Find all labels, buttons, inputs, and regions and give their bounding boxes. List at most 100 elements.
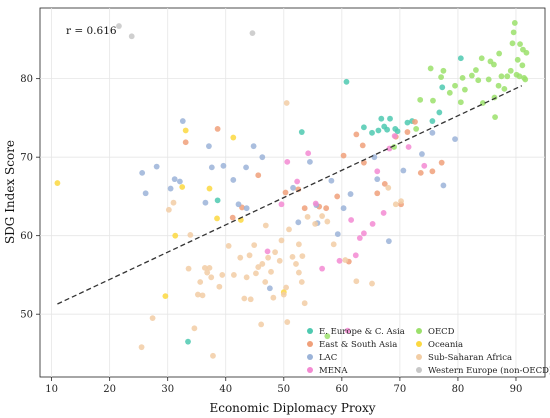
data-point-sub-saharan-africa (299, 253, 306, 259)
data-point-oecd (495, 82, 502, 89)
data-point-sub-saharan-africa (194, 291, 201, 298)
correlation-annotation: r = 0.616 (66, 25, 117, 37)
data-point-sub-saharan-africa (284, 319, 291, 325)
data-point-mena (336, 257, 343, 264)
data-point-sub-saharan-africa (392, 201, 399, 208)
data-point-lac (230, 177, 237, 183)
data-point-sub-saharan-africa (197, 279, 204, 285)
data-point-lac (429, 129, 436, 136)
data-point-lac (419, 151, 425, 157)
data-point-sub-saharan-africa (138, 344, 145, 351)
x-axis-ticks: 10 20 30 40 50 60 70 80 90 (45, 377, 522, 395)
trendline (57, 85, 523, 305)
data-point-mena (284, 158, 291, 165)
data-point-e-europe-c-asia (343, 78, 350, 85)
data-point-sub-saharan-africa (191, 325, 198, 332)
data-point-e-europe-c-asia (384, 126, 391, 133)
legend-marker (416, 354, 422, 360)
x-tick-label: 40 (219, 384, 232, 395)
data-point-sub-saharan-africa (342, 257, 349, 263)
legend-label: Western Europe (non-OECD) (428, 365, 550, 376)
data-point-lac (142, 190, 149, 197)
data-point-oecd (478, 55, 485, 62)
data-point-east-south-asia (229, 214, 236, 221)
data-point-sub-saharan-africa (259, 261, 266, 267)
data-point-e-europe-c-asia (375, 127, 382, 134)
data-point-oecd (510, 29, 517, 36)
data-point-oceania (54, 180, 61, 186)
data-point-sub-saharan-africa (247, 296, 254, 303)
data-point-lac (220, 162, 227, 169)
data-point-sub-saharan-africa (262, 222, 269, 229)
data-point-mena (405, 144, 412, 150)
data-point-east-south-asia (182, 139, 189, 146)
data-point-oecd (430, 97, 436, 104)
data-point-oecd (457, 99, 464, 106)
data-point-sub-saharan-africa (272, 249, 278, 256)
data-point-mena (312, 200, 319, 207)
data-point-oecd (491, 61, 497, 68)
data-point-sub-saharan-africa (298, 279, 305, 285)
data-point-mena (391, 133, 398, 139)
data-point-oecd (452, 82, 458, 89)
data-point-e-europe-c-asia (429, 118, 436, 124)
data-point-sub-saharan-africa (204, 269, 211, 276)
legend-marker (416, 367, 422, 373)
data-point-oecd (473, 67, 479, 73)
data-point-oecd (516, 73, 523, 80)
data-point-east-south-asia (301, 205, 308, 212)
data-point-e-europe-c-asia (394, 128, 401, 135)
data-point-e-europe-c-asia (436, 109, 443, 116)
data-point-east-south-asia (412, 118, 418, 125)
data-point-lac (266, 285, 273, 292)
data-point-sub-saharan-africa (276, 257, 283, 264)
legend: E. Europe & C. Asia East & South Asia LAC M… (307, 327, 550, 376)
data-point-east-south-asia (340, 152, 347, 159)
data-point-oecd (440, 67, 447, 74)
legend-label: E. Europe & C. Asia (319, 327, 405, 337)
data-point-mena (374, 168, 381, 175)
data-point-oecd (498, 73, 505, 80)
data-point-sub-saharan-africa (283, 100, 290, 106)
data-point-lac (374, 176, 381, 183)
data-point-sub-saharan-africa (301, 300, 308, 307)
data-point-lac (295, 219, 302, 226)
data-point-sub-saharan-africa (237, 254, 244, 261)
data-point-sub-saharan-africa (268, 268, 274, 275)
data-point-mena (421, 162, 428, 169)
data-point-lac (139, 169, 146, 176)
data-point-sub-saharan-africa (312, 221, 319, 227)
data-point-sub-saharan-africa (243, 274, 250, 281)
data-point-western-europe-non-oecd (116, 23, 122, 29)
data-point-lac (328, 177, 335, 184)
data-point-lac (208, 164, 215, 171)
data-point-oecd (504, 73, 511, 80)
data-point-sub-saharan-africa (251, 242, 258, 249)
y-tick-label: 70 (20, 153, 33, 164)
data-point-sub-saharan-africa (165, 206, 172, 213)
data-point-oecd (461, 86, 468, 93)
y-tick-label: 50 (20, 310, 33, 321)
data-point-e-europe-c-asia (439, 84, 446, 91)
data-point-oecd (417, 96, 424, 103)
data-point-east-south-asia (282, 189, 289, 196)
data-point-sub-saharan-africa (265, 254, 272, 261)
data-point-mena (369, 221, 376, 227)
data-point-mena (348, 217, 355, 223)
legend-marker (307, 328, 313, 334)
legend-label: East & South Asia (319, 340, 397, 350)
data-point-sub-saharan-africa (225, 242, 232, 249)
data-point-sub-saharan-africa (369, 280, 375, 287)
data-point-oecd (391, 144, 397, 150)
data-point-sub-saharan-africa (280, 291, 287, 298)
legend-marker (416, 328, 422, 334)
data-point-sub-saharan-africa (216, 283, 223, 290)
data-point-lac (290, 184, 296, 191)
data-point-oecd (459, 74, 466, 81)
data-point-oceania (172, 232, 179, 239)
legend-marker (416, 341, 422, 347)
data-point-oecd (507, 67, 514, 74)
data-point-oecd (438, 74, 444, 80)
data-point-east-south-asia (334, 193, 341, 200)
data-points (54, 20, 530, 359)
